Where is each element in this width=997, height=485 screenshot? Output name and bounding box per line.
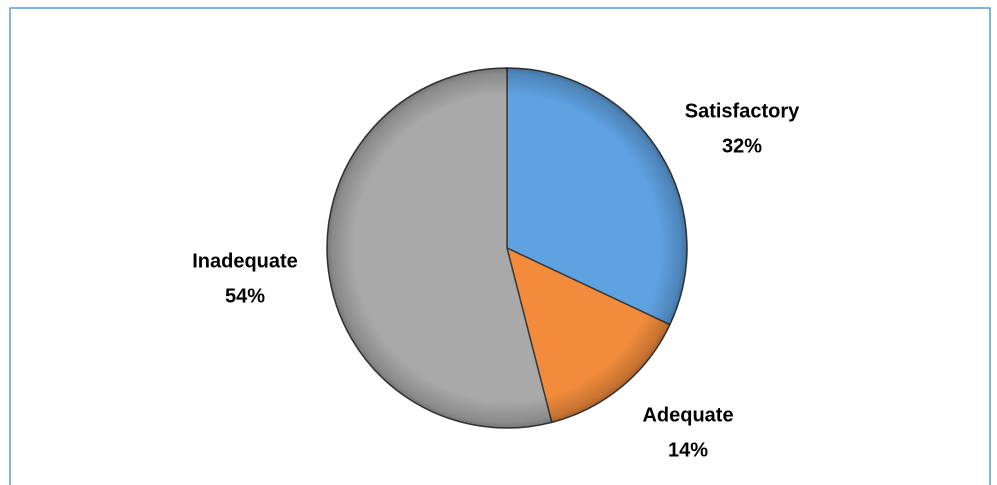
slice-value-label: 54% xyxy=(225,285,265,307)
slice-label: Inadequate xyxy=(192,250,298,272)
slice-label: Satisfactory xyxy=(685,100,800,122)
slice-label: Adequate xyxy=(642,404,733,426)
slice-value-label: 32% xyxy=(722,135,762,157)
frame xyxy=(9,7,991,485)
slice-value-label: 14% xyxy=(668,439,708,461)
